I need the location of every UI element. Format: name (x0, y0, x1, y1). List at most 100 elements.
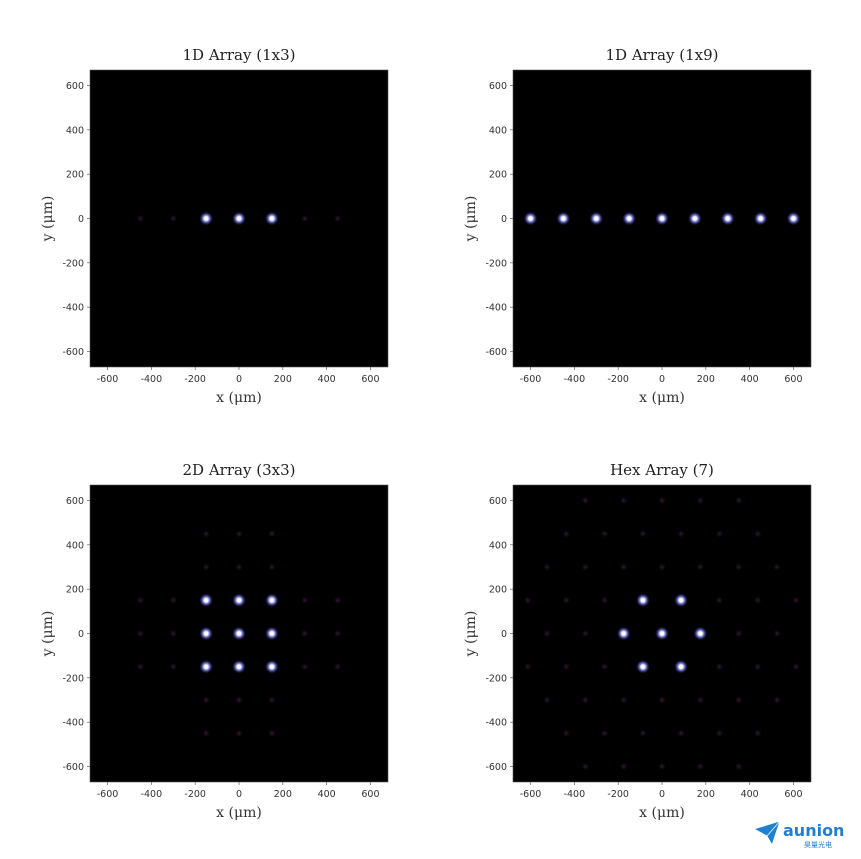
y-tick-label: 400 (489, 540, 507, 551)
faint-spot (600, 662, 609, 671)
x-tick-label: 400 (741, 374, 759, 385)
faint-spot (136, 596, 145, 605)
faint-spot (202, 729, 211, 738)
x-tick-label: -600 (97, 789, 119, 800)
y-tick-label: -400 (62, 718, 84, 729)
faint-spot (169, 629, 178, 638)
beam-spot (635, 659, 650, 674)
y-axis-label: y (μm) (463, 196, 479, 243)
faint-spot (753, 529, 762, 538)
faint-spot (658, 563, 666, 572)
faint-spot (696, 695, 705, 704)
x-tick-label: -600 (520, 374, 542, 385)
faint-spot (169, 662, 178, 671)
faint-spot (734, 762, 743, 771)
x-tick-label: 0 (236, 374, 242, 385)
faint-spot (523, 596, 532, 605)
y-axis-label: y (μm) (40, 611, 56, 658)
faint-spot (202, 563, 211, 572)
faint-spot (715, 529, 724, 538)
faint-spot (169, 596, 178, 605)
y-tick-label: 600 (489, 81, 507, 92)
faint-spot (600, 729, 609, 738)
beam-spot (264, 626, 279, 641)
beam-spot (687, 211, 702, 226)
faint-spot (696, 563, 705, 572)
x-tick-label: -600 (520, 789, 542, 800)
logo-word: aunion (783, 821, 844, 840)
x-axis-label: x (μm) (216, 805, 262, 821)
faint-spot (619, 563, 628, 572)
faint-spot (619, 762, 628, 771)
faint-spot (300, 214, 309, 223)
y-tick-label: 0 (501, 629, 507, 640)
beam-spot (616, 626, 631, 641)
beam-spot (556, 211, 571, 226)
x-tick-label: 200 (697, 374, 715, 385)
y-tick-label: -400 (62, 303, 84, 314)
faint-spot (267, 729, 276, 738)
beam-spot (232, 211, 246, 226)
y-axis-label: y (μm) (40, 196, 56, 243)
beam-spot (655, 626, 669, 641)
y-tick-label: 0 (78, 629, 84, 640)
faint-spot (235, 529, 243, 538)
y-tick-label: -400 (485, 718, 507, 729)
y-tick-label: -200 (62, 673, 84, 684)
faint-spot (677, 729, 686, 738)
faint-spot (581, 496, 590, 505)
y-tick-label: -200 (485, 673, 507, 684)
faint-spot (677, 529, 686, 538)
faint-spot (333, 662, 342, 671)
chart-panel-1: 1D Array (1x3) -600 -400 -200 0 200 400 600 600 4… (40, 46, 389, 406)
faint-spot (300, 629, 309, 638)
x-tick-label: -200 (607, 374, 629, 385)
chart-title: 2D Array (3x3) (183, 461, 296, 479)
paper-plane-icon (752, 820, 781, 846)
logo-subtitle: 昊量光电 (804, 840, 832, 849)
x-tick-label: -400 (564, 374, 586, 385)
x-tick-label: -200 (184, 374, 206, 385)
y-tick-label: 200 (489, 585, 507, 596)
beam-spot (264, 659, 279, 674)
faint-spot (202, 529, 211, 538)
y-tick-label: -400 (485, 303, 507, 314)
chart-title: 1D Array (1x3) (183, 46, 296, 64)
faint-spot (542, 563, 551, 572)
faint-spot (581, 629, 590, 638)
faint-spot (235, 563, 243, 572)
faint-spot (523, 662, 532, 671)
faint-spot (773, 695, 782, 704)
x-tick-label: 400 (318, 789, 336, 800)
y-tick-label: -600 (485, 762, 507, 773)
faint-spot (136, 662, 145, 671)
y-tick-label: 600 (489, 496, 507, 507)
x-tick-label: -400 (141, 374, 163, 385)
y-tick-label: -600 (485, 347, 507, 358)
beam-spot (199, 211, 214, 226)
faint-spot (658, 695, 666, 704)
y-tick-label: 200 (66, 170, 84, 181)
chart-panel-4: Hex Array (7) -600 -400 -200 0 200 400 600 600 40… (463, 461, 812, 821)
faint-spot (753, 662, 762, 671)
beam-spot (232, 593, 246, 608)
faint-spot (562, 596, 571, 605)
x-tick-label: -200 (607, 789, 629, 800)
x-tick-label: 200 (697, 789, 715, 800)
faint-spot (753, 729, 762, 738)
beam-spot (674, 593, 689, 608)
faint-spot (715, 596, 724, 605)
faint-spot (581, 762, 590, 771)
y-axis-label: y (μm) (463, 611, 479, 658)
y-tick-label: 200 (489, 170, 507, 181)
chart-panel-3: 2D Array (3x3) -600 -400 -200 0 200 400 600 600 4… (40, 461, 389, 821)
faint-spot (773, 563, 782, 572)
beam-spot (523, 211, 538, 226)
faint-spot (734, 629, 743, 638)
x-tick-label: 600 (784, 789, 802, 800)
faint-spot (202, 695, 211, 704)
chart-title: Hex Array (7) (610, 461, 714, 479)
x-axis-label: x (μm) (216, 390, 262, 406)
faint-spot (658, 496, 666, 505)
faint-spot (753, 596, 762, 605)
